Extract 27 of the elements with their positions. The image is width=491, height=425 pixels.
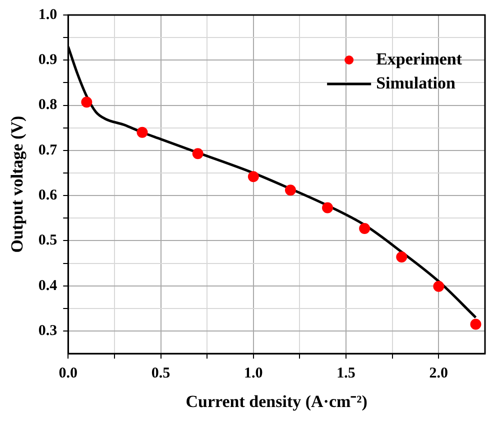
point	[136, 126, 148, 138]
point	[470, 318, 482, 330]
y-tick-label: 0.7	[38, 142, 58, 158]
x-tick-label: 2.0	[429, 365, 448, 382]
point	[248, 171, 259, 182]
y-tick-label: 0.8	[38, 97, 58, 114]
point	[359, 223, 370, 234]
point	[192, 148, 204, 160]
x-tick-label: 1.5	[336, 365, 356, 382]
y-tick-label: 0.3	[38, 322, 58, 339]
x-axis-title: Current density (A·cm⁻²)	[186, 392, 368, 412]
y-tick-label: 0.4	[38, 278, 58, 294]
legend-label: Experiment	[376, 49, 462, 68]
y-tick-label: 1.0	[38, 6, 58, 23]
y-tick-label: 0.9	[38, 52, 58, 68]
point	[322, 202, 334, 214]
x-tick-label: 0.0	[58, 365, 78, 382]
y-tick-label: 0.5	[38, 232, 58, 249]
point	[433, 280, 444, 292]
point	[396, 251, 408, 262]
point	[81, 96, 92, 108]
x-tick-label: 1.0	[244, 365, 263, 382]
x-tick-label: 0.5	[151, 365, 170, 382]
y-tick-label: 0.6	[38, 187, 58, 204]
legend-label: Simulation	[376, 73, 456, 92]
point	[284, 184, 296, 196]
y-axis-title: Output voltage (V)	[8, 116, 27, 253]
